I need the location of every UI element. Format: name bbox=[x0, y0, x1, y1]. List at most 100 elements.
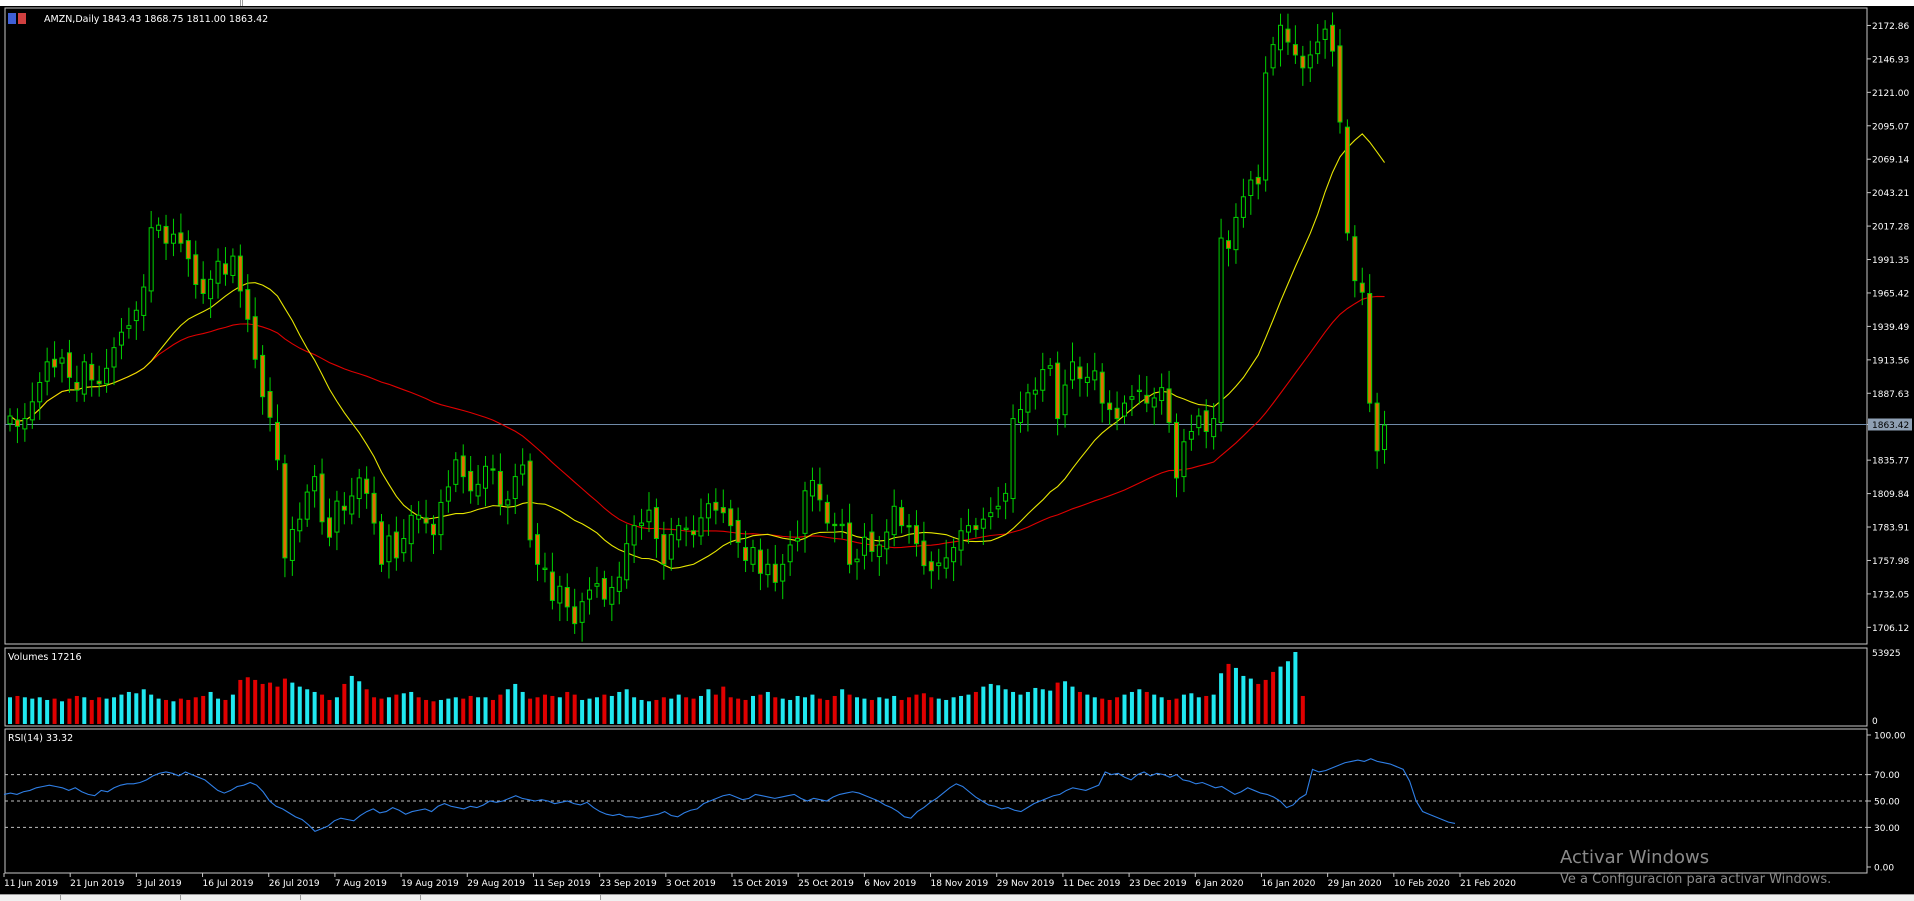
volume-bar bbox=[364, 689, 369, 724]
price-tick-label: 2095.07 bbox=[1872, 122, 1909, 132]
x-axis-label: 10 Feb 2020 bbox=[1394, 879, 1450, 889]
volume-bar bbox=[290, 682, 295, 724]
volume-bar bbox=[557, 697, 562, 724]
candle-bear bbox=[1285, 28, 1291, 43]
price-tick-label: 2146.93 bbox=[1872, 55, 1909, 65]
price-tick-label: 1913.56 bbox=[1872, 356, 1909, 366]
candle-bull bbox=[111, 347, 117, 368]
volume-bar bbox=[431, 701, 436, 724]
bottom-tab-3[interactable] bbox=[180, 895, 301, 900]
candle-bull bbox=[854, 558, 860, 563]
candle-bear bbox=[757, 549, 763, 574]
volume-bar bbox=[74, 695, 79, 724]
volume-bar bbox=[1204, 695, 1209, 724]
volume-bar bbox=[89, 699, 94, 724]
volume-bar bbox=[869, 699, 874, 724]
chart-icon-1 bbox=[8, 13, 16, 24]
candle-bear bbox=[74, 381, 80, 391]
candle-bull bbox=[958, 530, 964, 551]
price-tick-label: 2043.21 bbox=[1872, 189, 1909, 199]
candle-bear bbox=[1077, 366, 1083, 380]
candle-bull bbox=[22, 418, 28, 430]
volume-bar bbox=[684, 697, 689, 724]
volume-bar bbox=[1137, 689, 1142, 724]
volume-bar bbox=[1278, 666, 1283, 724]
volume-bar bbox=[817, 698, 822, 724]
volume-bar bbox=[186, 699, 191, 724]
rsi-tick-label: 70.00 bbox=[1874, 771, 1900, 781]
candle-bull bbox=[1032, 389, 1038, 395]
bottom-tab-5[interactable] bbox=[420, 895, 511, 900]
x-axis-label: 19 Aug 2019 bbox=[401, 879, 459, 889]
volume-bar bbox=[1241, 675, 1246, 724]
chart-icon-2 bbox=[18, 13, 26, 24]
candle-bull bbox=[802, 490, 808, 534]
volume-bar bbox=[1271, 671, 1276, 724]
volume-bar bbox=[253, 679, 258, 724]
candle-bull bbox=[876, 544, 882, 558]
candle-bear bbox=[1099, 371, 1105, 404]
candle-bull bbox=[1159, 387, 1165, 402]
price-tick-label: 2121.00 bbox=[1872, 89, 1909, 99]
volume-bar bbox=[1152, 694, 1157, 724]
tab-separator bbox=[240, 0, 243, 6]
volume-bar bbox=[936, 698, 941, 724]
candle-bull bbox=[668, 534, 674, 560]
candle-bull bbox=[780, 563, 786, 582]
candle-bull bbox=[148, 227, 154, 292]
price-tick-label: 1965.42 bbox=[1872, 289, 1909, 299]
volume-bar bbox=[1226, 663, 1231, 724]
volume-bar bbox=[1107, 699, 1112, 724]
volume-bar bbox=[520, 691, 525, 724]
candle-bear bbox=[1359, 282, 1365, 293]
volume-bar bbox=[60, 701, 65, 724]
candle-bull bbox=[118, 331, 124, 346]
chart-tab[interactable] bbox=[0, 0, 241, 6]
bottom-tab-2[interactable] bbox=[60, 895, 181, 900]
candle-bear bbox=[497, 470, 503, 506]
volume-bar bbox=[959, 695, 964, 724]
volume-bar bbox=[149, 694, 154, 724]
x-axis-label: 11 Sep 2019 bbox=[533, 879, 590, 889]
candle-bear bbox=[1330, 24, 1336, 52]
candle-bear bbox=[913, 525, 919, 545]
bottom-tab-4[interactable] bbox=[300, 895, 421, 900]
candle-bull bbox=[156, 224, 162, 231]
volume-bar bbox=[312, 691, 317, 724]
candle-bear bbox=[1107, 402, 1113, 411]
volume-bar bbox=[602, 694, 607, 724]
volume-bar bbox=[82, 697, 87, 724]
x-axis-label: 29 Aug 2019 bbox=[467, 879, 525, 889]
x-axis-label: 29 Nov 2019 bbox=[997, 879, 1055, 889]
candle-bear bbox=[178, 232, 184, 244]
volume-bar bbox=[1219, 673, 1224, 724]
volume-bar bbox=[929, 697, 934, 724]
candle-bull bbox=[312, 476, 318, 492]
candle-bear bbox=[393, 531, 399, 559]
candle-bull bbox=[1017, 409, 1023, 423]
candle-bull bbox=[988, 512, 994, 518]
volume-bar bbox=[944, 699, 949, 724]
volume-bar bbox=[1181, 694, 1186, 724]
candle-bear bbox=[1114, 407, 1120, 420]
candle-bull bbox=[334, 500, 340, 533]
volume-bar bbox=[535, 697, 540, 724]
candle-bull bbox=[698, 517, 704, 537]
candle-bull bbox=[542, 567, 548, 570]
volume-bar bbox=[951, 697, 956, 724]
candle-bear bbox=[1374, 402, 1380, 452]
x-axis-label: 18 Nov 2019 bbox=[931, 879, 989, 889]
candle-bull bbox=[1196, 415, 1202, 429]
bottom-tab-active[interactable] bbox=[510, 895, 601, 900]
volume-bar bbox=[780, 698, 785, 724]
candle-bear bbox=[824, 501, 830, 524]
volume-bar bbox=[1115, 697, 1120, 724]
candle-bull bbox=[646, 509, 652, 523]
candle-bear bbox=[14, 419, 20, 427]
volume-bar bbox=[409, 691, 414, 724]
price-chart[interactable]: 2172.86 2146.93 2121.00 2095.07 2069.14 2043.… bbox=[0, 6, 1914, 894]
bottom-tab-1[interactable] bbox=[0, 895, 61, 900]
volume-bar bbox=[223, 699, 228, 724]
candle-bear bbox=[899, 507, 905, 527]
x-axis-label: 16 Jul 2019 bbox=[203, 879, 254, 889]
